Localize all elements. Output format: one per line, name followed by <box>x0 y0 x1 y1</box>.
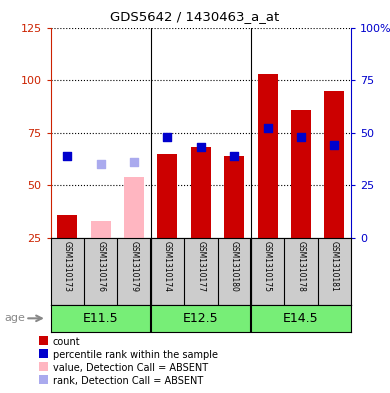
Text: GSM1310174: GSM1310174 <box>163 241 172 292</box>
Text: GSM1310180: GSM1310180 <box>230 241 239 292</box>
Bar <box>124 177 144 238</box>
Text: E14.5: E14.5 <box>283 312 319 325</box>
Text: count: count <box>53 337 80 347</box>
Point <box>131 159 137 165</box>
Bar <box>324 90 344 238</box>
Point <box>331 142 337 149</box>
Point <box>298 134 304 140</box>
Point <box>198 144 204 151</box>
Point <box>98 161 104 167</box>
Bar <box>91 221 111 238</box>
Bar <box>191 147 211 238</box>
Bar <box>158 154 177 238</box>
Bar <box>224 156 244 238</box>
Text: GSM1310173: GSM1310173 <box>63 241 72 292</box>
Bar <box>57 215 77 238</box>
Point <box>264 125 271 132</box>
Text: value, Detection Call = ABSENT: value, Detection Call = ABSENT <box>53 363 208 373</box>
Point <box>164 134 170 140</box>
Text: GDS5642 / 1430463_a_at: GDS5642 / 1430463_a_at <box>110 10 280 23</box>
Text: GSM1310181: GSM1310181 <box>330 241 339 292</box>
Bar <box>257 74 278 238</box>
Text: GSM1310177: GSM1310177 <box>196 241 206 292</box>
Text: GSM1310179: GSM1310179 <box>129 241 138 292</box>
Text: rank, Detection Call = ABSENT: rank, Detection Call = ABSENT <box>53 376 203 386</box>
Text: percentile rank within the sample: percentile rank within the sample <box>53 350 218 360</box>
Text: E12.5: E12.5 <box>183 312 219 325</box>
Text: GSM1310175: GSM1310175 <box>263 241 272 292</box>
Text: GSM1310176: GSM1310176 <box>96 241 105 292</box>
Text: GSM1310178: GSM1310178 <box>296 241 305 292</box>
Point <box>64 152 71 159</box>
Text: age: age <box>4 313 25 323</box>
Point <box>231 152 238 159</box>
Bar <box>291 110 311 238</box>
Text: E11.5: E11.5 <box>83 312 119 325</box>
